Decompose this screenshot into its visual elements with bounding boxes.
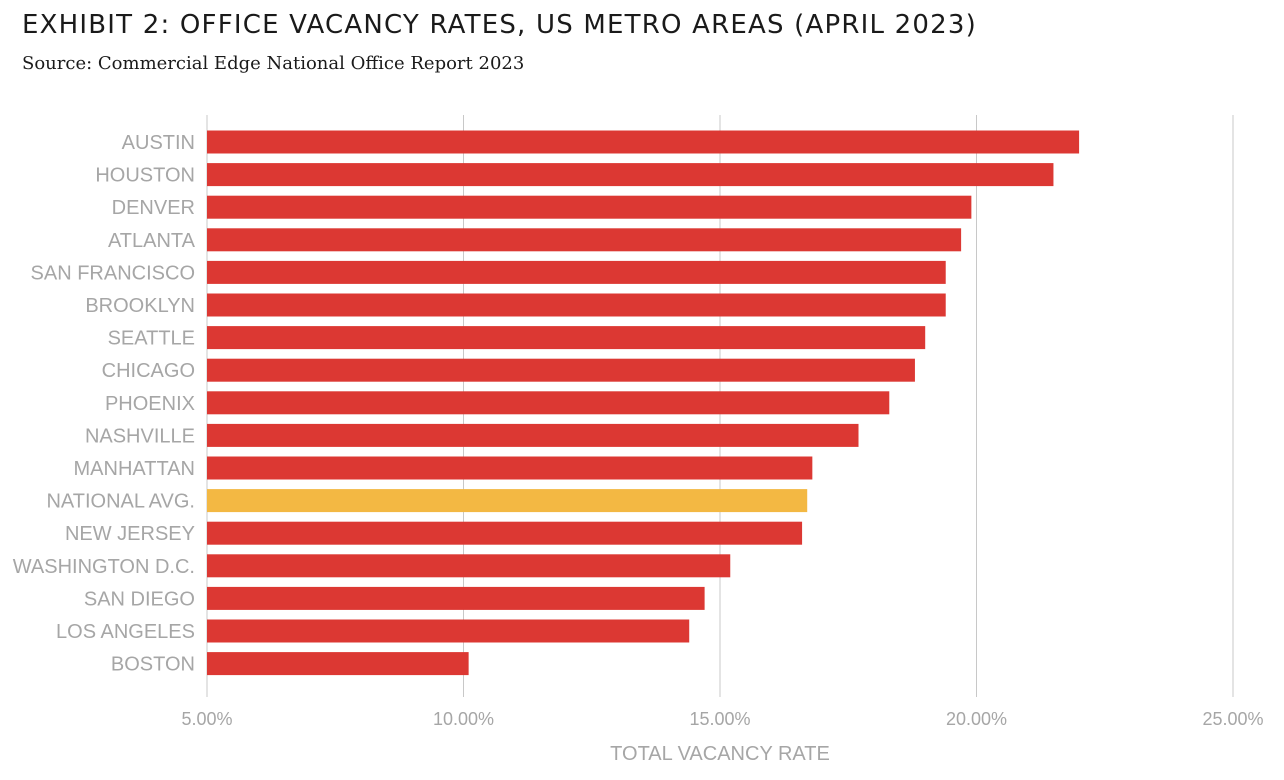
bar [207,489,808,513]
category-label: ATLANTA [108,230,196,252]
bar [207,652,469,676]
category-label: DENVER [112,197,195,219]
x-tick-label: 15.00% [689,709,750,729]
bar [207,521,803,545]
bar [207,619,690,643]
category-label: HOUSTON [95,165,195,187]
bar [207,163,1054,187]
bar [207,391,890,415]
bar [207,586,705,610]
category-label: SAN FRANCISCO [31,262,195,284]
category-label: SAN DIEGO [84,588,195,610]
chart-subtitle: Source: Commercial Edge National Office … [22,53,525,74]
bar [207,358,915,382]
bar [207,326,926,350]
bar [207,260,946,284]
bar [207,228,962,252]
category-label: AUSTIN [122,132,195,154]
category-label: NEW JERSEY [65,523,195,545]
bar [207,195,972,219]
x-tick-label: 25.00% [1202,709,1263,729]
x-tick-labels: 5.00% 10.00% 15.00% 20.00% 25.00% [181,709,1263,729]
category-label: CHICAGO [102,360,195,382]
bars [207,130,1080,676]
category-labels: AUSTIN HOUSTON DENVER ATLANTA SAN FRANCISCO B… [13,132,196,676]
x-axis-title: TOTAL VACANCY RATE [610,743,830,765]
bar [207,456,813,480]
category-label: WASHINGTON D.C. [13,556,195,578]
bar [207,423,859,447]
x-tick-label: 20.00% [946,709,1007,729]
category-label: NASHVILLE [85,425,195,447]
category-label: MANHATTAN [74,458,195,480]
category-label: BOSTON [111,654,195,676]
bar [207,130,1080,154]
category-label: SEATTLE [108,328,195,350]
bar [207,554,731,578]
x-tick-label: 5.00% [181,709,232,729]
chart-title: EXHIBIT 2: OFFICE VACANCY RATES, US METR… [22,10,977,40]
bar [207,293,946,317]
category-label: LOS ANGELES [56,621,195,643]
x-tick-label: 10.00% [433,709,494,729]
category-label: PHOENIX [105,393,195,415]
category-label: NATIONAL AVG. [46,491,195,513]
category-label: BROOKLYN [85,295,195,317]
